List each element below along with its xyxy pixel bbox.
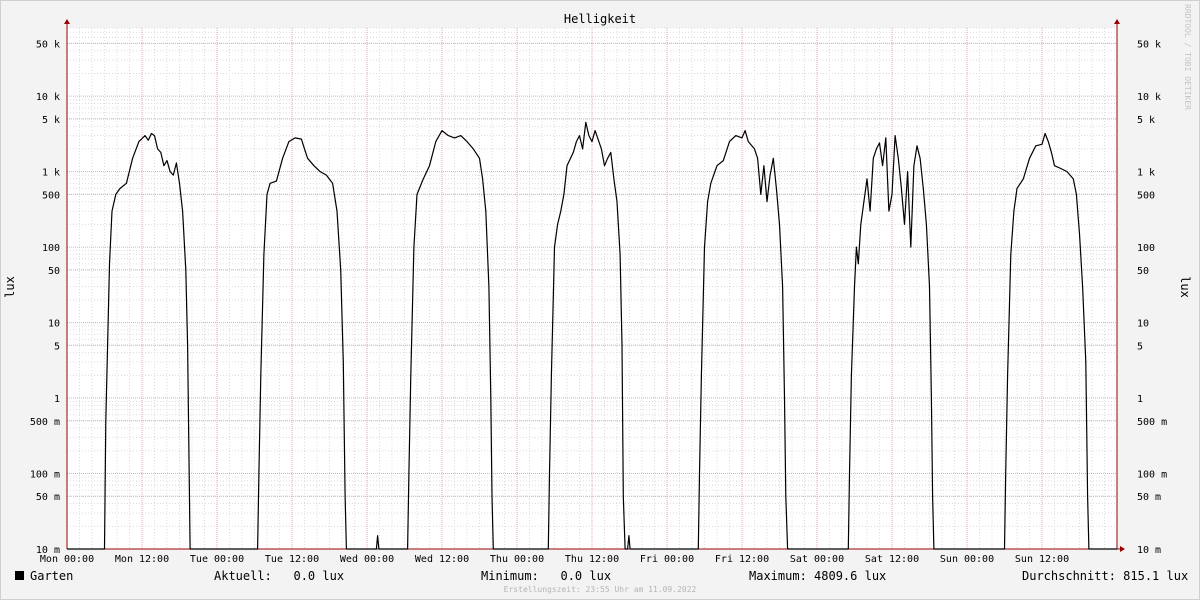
x-tick-label: Fri 00:00 xyxy=(640,554,694,565)
x-axis-arrow xyxy=(1120,546,1125,552)
y-tick-label-left: 10 m xyxy=(36,545,60,556)
y-tick-label-left: 5 k xyxy=(42,115,60,126)
y-tick-label-left: 1 k xyxy=(42,168,60,179)
chart-title: Helligkeit xyxy=(564,12,636,26)
creation-timestamp: Erstellungszeit: 23:55 Uhr am 11.09.2022 xyxy=(503,585,697,594)
y-tick-label-right: 500 m xyxy=(1137,417,1167,428)
y-tick-label-right: 1 k xyxy=(1137,168,1155,179)
y-tick-label-left: 1 xyxy=(54,394,60,405)
y-tick-label-right: 50 k xyxy=(1137,39,1161,50)
watermark: RRDTOOL / TOBI OETIKER xyxy=(1183,4,1192,110)
x-tick-label: Tue 00:00 xyxy=(190,554,244,565)
x-tick-label: Sat 12:00 xyxy=(865,554,919,565)
y-tick-label-left: 50 m xyxy=(36,492,60,503)
series-line-garten xyxy=(67,121,1117,550)
y-tick-label-right: 1 xyxy=(1137,394,1143,405)
y-axis-label-right: lux xyxy=(1178,276,1192,298)
y-tick-label-right: 100 m xyxy=(1137,470,1167,481)
y-tick-label-left: 50 xyxy=(48,266,60,277)
x-tick-label: Wed 12:00 xyxy=(415,554,469,565)
legend-swatch xyxy=(15,571,24,580)
y-tick-label-right: 100 xyxy=(1137,243,1155,254)
legend-maximum: Maximum: 4809.6 lux xyxy=(749,569,887,583)
legend-minimum: Minimum: 0.0 lux xyxy=(481,569,612,583)
y-tick-label-right: 5 k xyxy=(1137,115,1155,126)
y-tick-label-left: 50 k xyxy=(36,39,60,50)
y-tick-label-left: 500 xyxy=(42,190,60,201)
y-tick-label-left: 500 m xyxy=(30,417,60,428)
y-tick-label-left: 10 xyxy=(48,319,60,330)
y-axis-right-arrow xyxy=(1114,19,1120,24)
y-tick-label-right: 50 m xyxy=(1137,492,1161,503)
x-tick-label: Sun 12:00 xyxy=(1015,554,1069,565)
legend-current: Aktuell: 0.0 lux xyxy=(214,569,345,583)
x-tick-label: Sat 00:00 xyxy=(790,554,844,565)
y-tick-label-right: 10 xyxy=(1137,319,1149,330)
x-tick-label: Thu 12:00 xyxy=(565,554,619,565)
x-tick-label: Mon 12:00 xyxy=(115,554,169,565)
x-tick-label: Thu 00:00 xyxy=(490,554,544,565)
x-tick-label: Mon 00:00 xyxy=(40,554,94,565)
y-tick-label-right: 10 k xyxy=(1137,92,1161,103)
y-tick-label-right: 50 xyxy=(1137,266,1149,277)
y-axis-label-left: lux xyxy=(3,276,17,298)
y-tick-label-right: 10 m xyxy=(1137,545,1161,556)
legend-average: Durchschnitt: 815.1 lux xyxy=(1022,569,1189,583)
legend-series-name: Garten xyxy=(30,569,74,583)
y-tick-label-left: 10 k xyxy=(36,92,60,103)
x-tick-label: Sun 00:00 xyxy=(940,554,994,565)
y-tick-label-left: 100 m xyxy=(30,470,60,481)
y-tick-label-right: 5 xyxy=(1137,341,1143,352)
y-axis-left-arrow xyxy=(64,19,70,24)
x-tick-label: Tue 12:00 xyxy=(265,554,319,565)
y-tick-label-left: 5 xyxy=(54,341,60,352)
y-tick-label-left: 100 xyxy=(42,243,60,254)
x-tick-label: Wed 00:00 xyxy=(340,554,394,565)
y-tick-label-right: 500 xyxy=(1137,190,1155,201)
x-tick-label: Fri 12:00 xyxy=(715,554,769,565)
